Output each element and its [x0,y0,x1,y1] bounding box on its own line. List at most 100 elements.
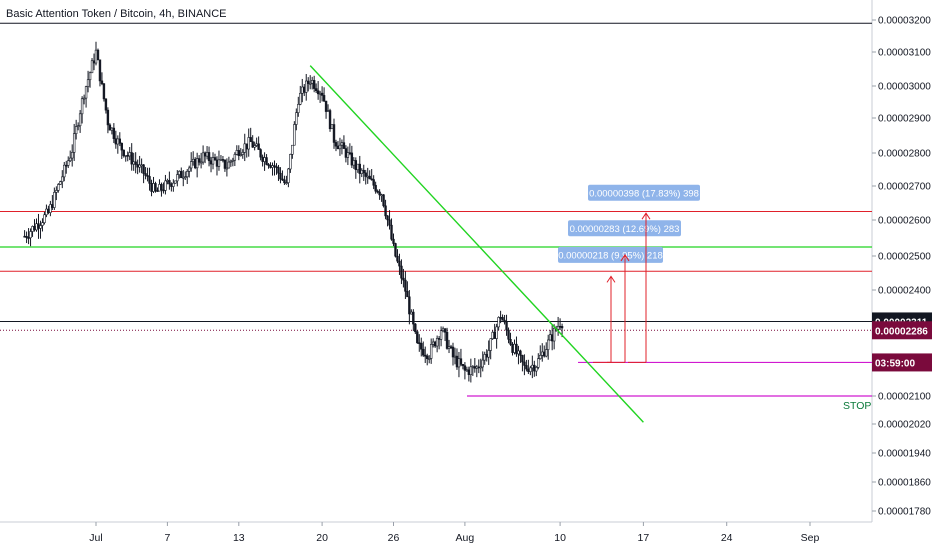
candle-body [350,152,354,166]
candle-body [160,184,163,191]
candle-body [390,224,393,240]
candle-body [275,166,278,168]
candle-body [422,348,425,356]
price-badge-label-3: 03:59:00 [875,358,915,369]
candle-body [243,143,246,153]
candle-body [98,59,102,82]
candle-body [451,346,455,358]
candle-body [92,60,96,64]
candle-body [509,339,512,345]
candle-body [396,255,399,262]
candle-body [261,156,264,162]
candle-body [110,127,114,131]
candle-body [162,189,165,192]
candle-body [412,311,415,325]
stop-label: STOP [843,400,871,412]
candle-body [320,92,324,96]
candle-body [255,143,258,146]
candle-body [310,80,314,84]
candle-body [535,367,538,372]
candle-body [229,160,233,163]
candle-body [338,144,342,150]
candle-body [172,182,175,187]
candle-body [312,80,316,89]
x-tick-label: 26 [388,532,400,544]
candle-body [453,355,457,358]
y-tick-label: 0.00002020 [878,420,931,431]
y-tick-label: 0.00001940 [878,449,931,460]
candle-body [174,180,177,184]
candle-body [293,124,296,146]
candle-body [507,329,510,340]
y-tick-label: 0.00001860 [878,478,931,489]
candle-body [130,152,133,165]
candle-body [471,366,475,368]
arrow-head-icon [641,212,651,220]
candle-body [136,164,139,168]
candle-body [324,100,328,112]
candle-body [84,86,88,99]
candle-body [118,138,122,144]
candle-body [394,243,397,257]
candle-body [314,88,318,92]
candle-body [65,164,68,167]
candle-body [237,150,240,156]
candle-body [539,355,542,359]
candle-body [429,344,433,359]
candle-body [249,137,252,142]
candle-body [497,317,500,328]
candle-body [144,173,147,176]
candle-body [410,311,413,315]
candle-body [74,126,78,134]
candle-body [499,317,502,319]
candle-body [515,343,518,355]
candle-body [142,164,145,174]
x-tick-label: 20 [316,532,328,544]
candle-body [285,182,288,184]
candle-body [279,172,282,180]
candle-body [328,110,332,130]
y-tick-label: 0.00002100 [878,392,931,403]
candle-body [108,124,112,131]
candle-body [487,350,490,358]
candle-body [336,145,340,150]
candle-body [277,167,280,174]
candle-body [259,149,262,158]
candle-body [265,157,268,165]
candle-body [316,90,320,95]
candle-body [33,226,36,231]
candle-body [124,155,127,157]
price-badge-label-2: 0.00002286 [875,326,928,337]
arrow-head-icon [606,275,616,283]
candle-body [475,366,478,369]
candle-body [543,351,546,357]
candle-body [525,365,528,370]
arrow-head-icon [620,254,630,262]
candle-body [483,354,486,361]
candle-body [154,183,157,191]
candle-body [138,164,141,168]
candle-body [25,236,28,238]
target-label-2: 0.00000283 (12.69%) 283 [570,224,680,235]
candle-body [473,366,477,369]
candle-body [45,208,48,216]
x-tick-label: 17 [638,532,650,544]
candle-body [182,176,185,179]
candle-body [215,159,219,167]
candle-body [158,184,161,192]
candle-body [150,183,153,192]
candle-body [205,152,209,157]
candle-body [420,343,423,350]
candle-body [435,338,439,347]
candle-body [203,152,207,157]
candle-body [495,326,498,339]
candle-body [53,192,56,208]
candle-body [443,328,447,333]
candle-body [322,95,326,102]
candle-body [23,235,26,238]
candle-body [116,138,120,145]
candle-body [27,237,30,239]
y-tick-label: 0.00002700 [878,182,931,193]
candle-body [178,171,181,175]
